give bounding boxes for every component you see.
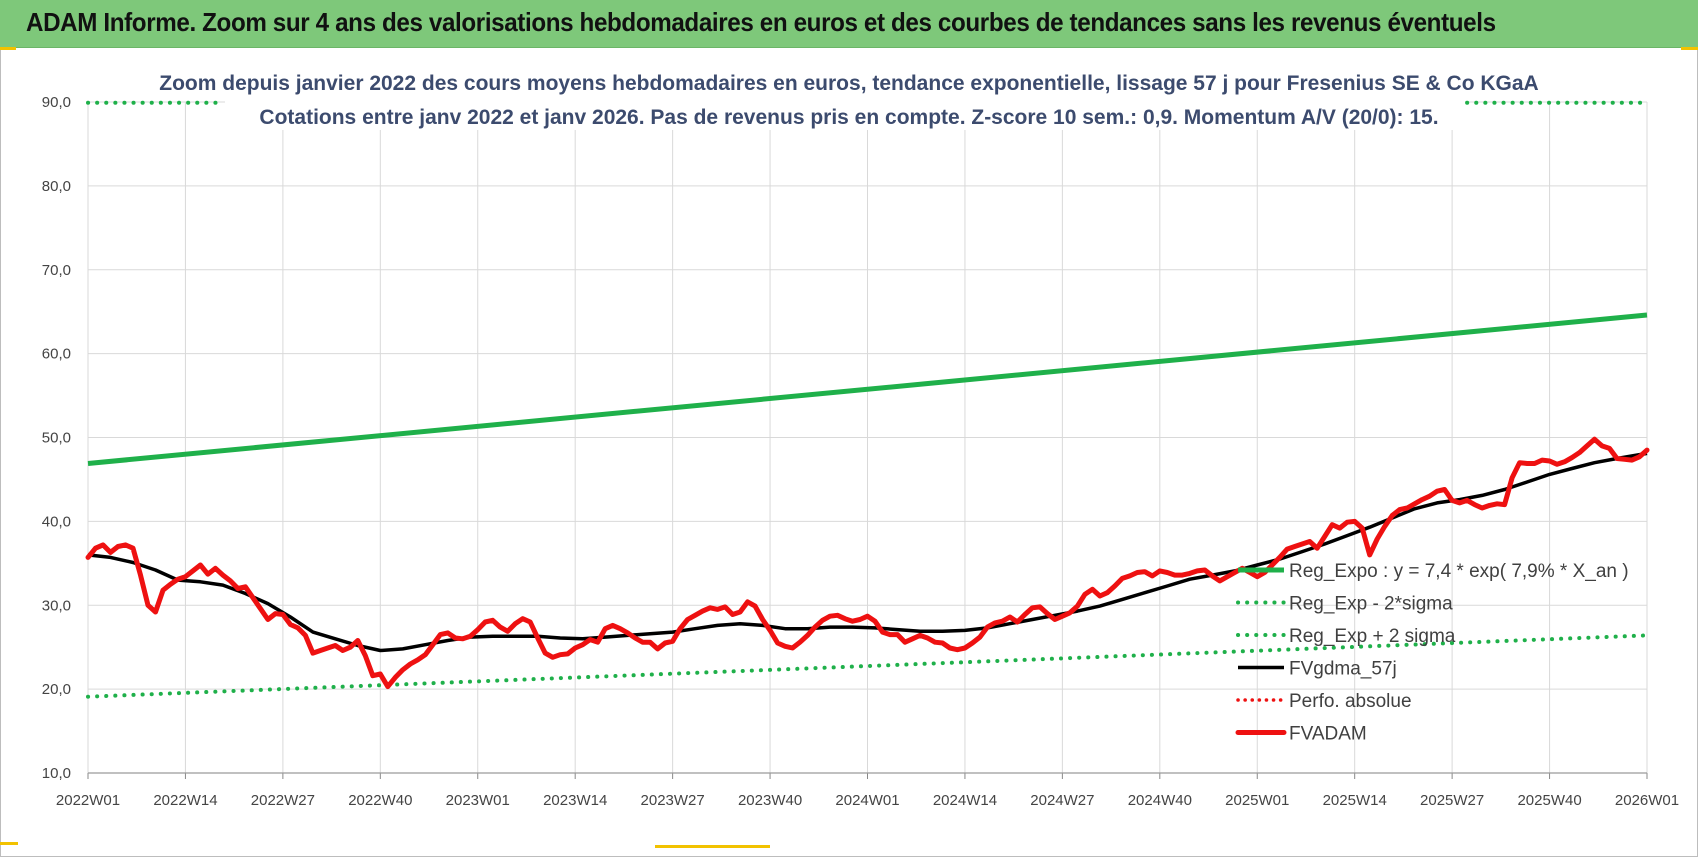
series-fvadam xyxy=(85,436,1650,690)
corner-accent-bottom-center xyxy=(655,845,770,848)
legend-label-reg-exp-2-sigma: Reg_Exp + 2 sigma xyxy=(1289,626,1456,647)
x-tick-label: 2022W40 xyxy=(348,792,412,809)
x-tick-label: 2023W01 xyxy=(446,792,510,809)
legend-label-reg-exp-2-sigma: Reg_Exp - 2*sigma xyxy=(1289,594,1453,615)
y-tick-label: 20,0 xyxy=(42,681,71,698)
legend: Reg_Expo : y = 7,4 * exp( 7,9% * X_an ) R… xyxy=(1235,561,1629,745)
legend-label-reg-expo-y-7-4-exp-7-9-x-an: Reg_Expo : y = 7,4 * exp( 7,9% * X_an ) xyxy=(1289,561,1629,582)
chart-title: Zoom depuis janvier 2022 des cours moyen… xyxy=(159,72,1538,95)
x-tick-label: 2023W14 xyxy=(543,792,607,809)
x-tick-label: 2022W14 xyxy=(153,792,217,809)
corner-accent-bottom-left xyxy=(0,842,18,845)
title-backdrop xyxy=(225,68,1465,130)
y-tick-label: 10,0 xyxy=(42,765,71,782)
x-tick-label: 2022W27 xyxy=(251,792,315,809)
chart-subtitle: Cotations entre janv 2022 et janv 2026. … xyxy=(259,106,1438,129)
x-tick-label: 2022W01 xyxy=(56,792,120,809)
x-tick-label: 2023W27 xyxy=(641,792,705,809)
legend-label-perfo-absolue: Perfo. absolue xyxy=(1289,691,1412,712)
x-tick-label: 2025W14 xyxy=(1323,792,1387,809)
x-tick-label: 2023W40 xyxy=(738,792,802,809)
series-reg-expo-y-7-4-exp-7-9-x-an xyxy=(87,312,1648,466)
series-fvgdma-57j xyxy=(87,451,1648,653)
header-banner: ADAM Informe. Zoom sur 4 ans des valoris… xyxy=(0,0,1698,48)
y-tick-label: 90,0 xyxy=(42,94,71,111)
legend-label-fvadam: FVADAM xyxy=(1289,724,1367,745)
series-reg-exp-2-sigma xyxy=(86,633,1649,699)
x-tick-label: 2025W01 xyxy=(1225,792,1289,809)
x-tick-label: 2024W01 xyxy=(835,792,899,809)
x-tick-label: 2024W14 xyxy=(933,792,997,809)
series-layer xyxy=(85,100,1650,699)
y-tick-label: 60,0 xyxy=(42,346,71,363)
x-tick-label: 2025W27 xyxy=(1420,792,1484,809)
y-tick-label: 40,0 xyxy=(42,513,71,530)
page-title: ADAM Informe. Zoom sur 4 ans des valoris… xyxy=(26,7,1496,37)
legend-label-fvgdma-57j: FVgdma_57j xyxy=(1289,659,1397,680)
x-tick-label: 2026W01 xyxy=(1615,792,1679,809)
corner-accent-top-left xyxy=(0,47,16,50)
x-tick-label: 2024W40 xyxy=(1128,792,1192,809)
y-tick-label: 50,0 xyxy=(42,430,71,447)
y-tick-label: 30,0 xyxy=(42,597,71,614)
y-axis-ticks: 10,0 20,0 30,0 40,0 50,0 60,0 70,0 80,0 90,0 xyxy=(42,94,71,782)
y-tick-label: 70,0 xyxy=(42,262,71,279)
y-tick-label: 80,0 xyxy=(42,178,71,195)
corner-accent-top-right xyxy=(1681,47,1698,50)
x-tick-label: 2024W27 xyxy=(1030,792,1094,809)
x-tick-label: 2025W40 xyxy=(1517,792,1581,809)
x-axis-ticks: 2022W01 2022W14 2022W27 2022W40 2023W01 2023W… xyxy=(56,792,1679,809)
